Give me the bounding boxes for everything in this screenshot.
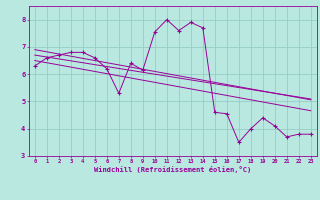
- X-axis label: Windchill (Refroidissement éolien,°C): Windchill (Refroidissement éolien,°C): [94, 166, 252, 173]
